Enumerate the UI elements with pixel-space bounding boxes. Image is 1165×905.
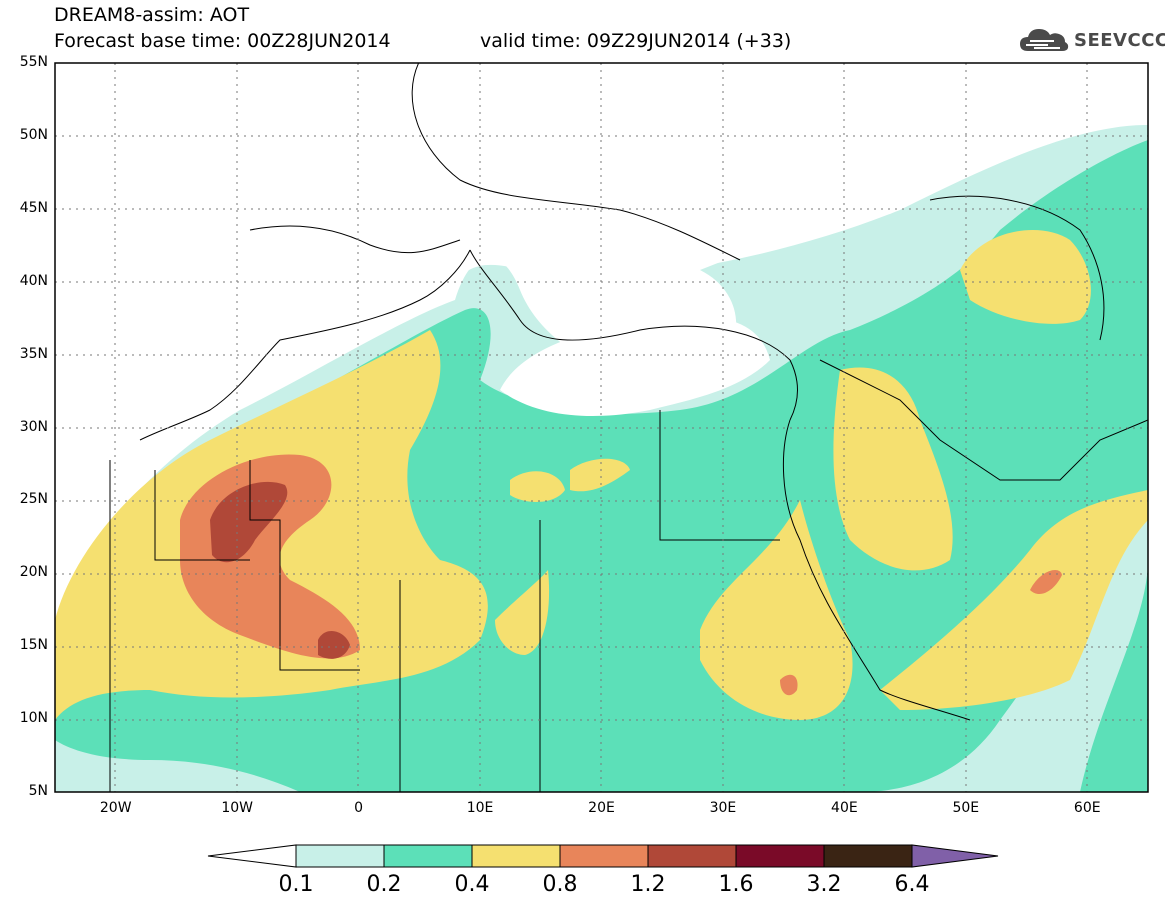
aot-band-0.4-egypt [570, 458, 630, 492]
colorbar-segment-2 [383, 844, 473, 868]
colorbar-segment-1 [295, 844, 385, 868]
map-title: DREAM8-assim: AOT [54, 4, 250, 26]
lon-tick-label: 10W [221, 800, 253, 816]
lon-tick-label: 30E [709, 800, 737, 816]
lat-tick-label: 20N [19, 564, 48, 581]
aot-band-0.4-arabia [833, 367, 953, 571]
colorbar-level-label: 0.1 [278, 872, 314, 897]
aot-clear-mediterranean [500, 316, 770, 416]
colorbar-level-label: 3.2 [806, 872, 842, 897]
colorbar-arrow-left [207, 844, 297, 868]
lon-tick-label: 60E [1073, 800, 1101, 816]
lat-tick-label: 25N [19, 491, 48, 508]
forecast-base-time: Forecast base time: 00Z28JUN2014 [54, 30, 391, 52]
aot-band-0.4-caspian [960, 230, 1091, 324]
lon-tick-label: 20W [99, 800, 132, 816]
map-frame [54, 62, 1149, 793]
lat-tick-label: 10N [19, 710, 48, 727]
lon-tick-label: 0 [354, 800, 364, 816]
colorbar-segment-3 [471, 844, 561, 868]
aot-band-0.4-chad [495, 570, 550, 655]
aot-band-1.2 [210, 481, 288, 563]
aot-band-1.2-sudan [780, 674, 798, 696]
lat-tick-label: 15N [19, 637, 48, 654]
lat-tick-label: 50N [19, 126, 48, 143]
colorbar-segment-7 [823, 844, 913, 868]
colorbar-level-label: 1.2 [630, 872, 666, 897]
lat-tick-label: 30N [19, 418, 48, 435]
logo-text: SEEVCCC [1074, 29, 1165, 51]
lat-tick-label: 40N [19, 272, 48, 289]
aot-band-0.4-sudan [700, 500, 853, 720]
colorbar-segment-5 [647, 844, 737, 868]
lon-tick-label: 50E [952, 800, 980, 816]
colorbar-arrow-right [911, 844, 999, 868]
lon-tick-label: 20E [588, 800, 615, 816]
valid-time: valid time: 09Z29JUN2014 (+33) [480, 30, 792, 52]
aot-band-0.4-libya [510, 471, 565, 502]
aot-band-1.2-oman [1030, 570, 1062, 595]
colorbar-level-label: 0.8 [542, 872, 578, 897]
colorbar-level-label: 0.2 [366, 872, 402, 897]
coastlines [109, 63, 1148, 792]
aot-band-0.4-oman [880, 490, 1148, 710]
colorbar-level-label: 6.4 [894, 872, 930, 897]
lat-lon-grid [55, 63, 1148, 792]
aot-band-1.2-south [318, 630, 350, 659]
colorbar [207, 844, 999, 868]
lat-tick-label: 35N [19, 345, 48, 362]
colorbar-level-label: 0.4 [454, 872, 490, 897]
colorbar-level-label: 1.6 [718, 872, 754, 897]
cloud-icon [1020, 29, 1069, 51]
colorbar-segment-4 [559, 844, 649, 868]
lat-tick-label: 5N [28, 783, 48, 799]
lon-tick-label: 10E [466, 800, 494, 816]
lon-tick-label: 40E [831, 800, 858, 816]
seevccc-logo: SEEVCCC [1018, 22, 1165, 58]
lat-tick-label: 55N [19, 54, 48, 70]
aot-clear-europe [55, 63, 1148, 500]
colorbar-segment-6 [735, 844, 825, 868]
lat-tick-label: 45N [19, 199, 48, 216]
